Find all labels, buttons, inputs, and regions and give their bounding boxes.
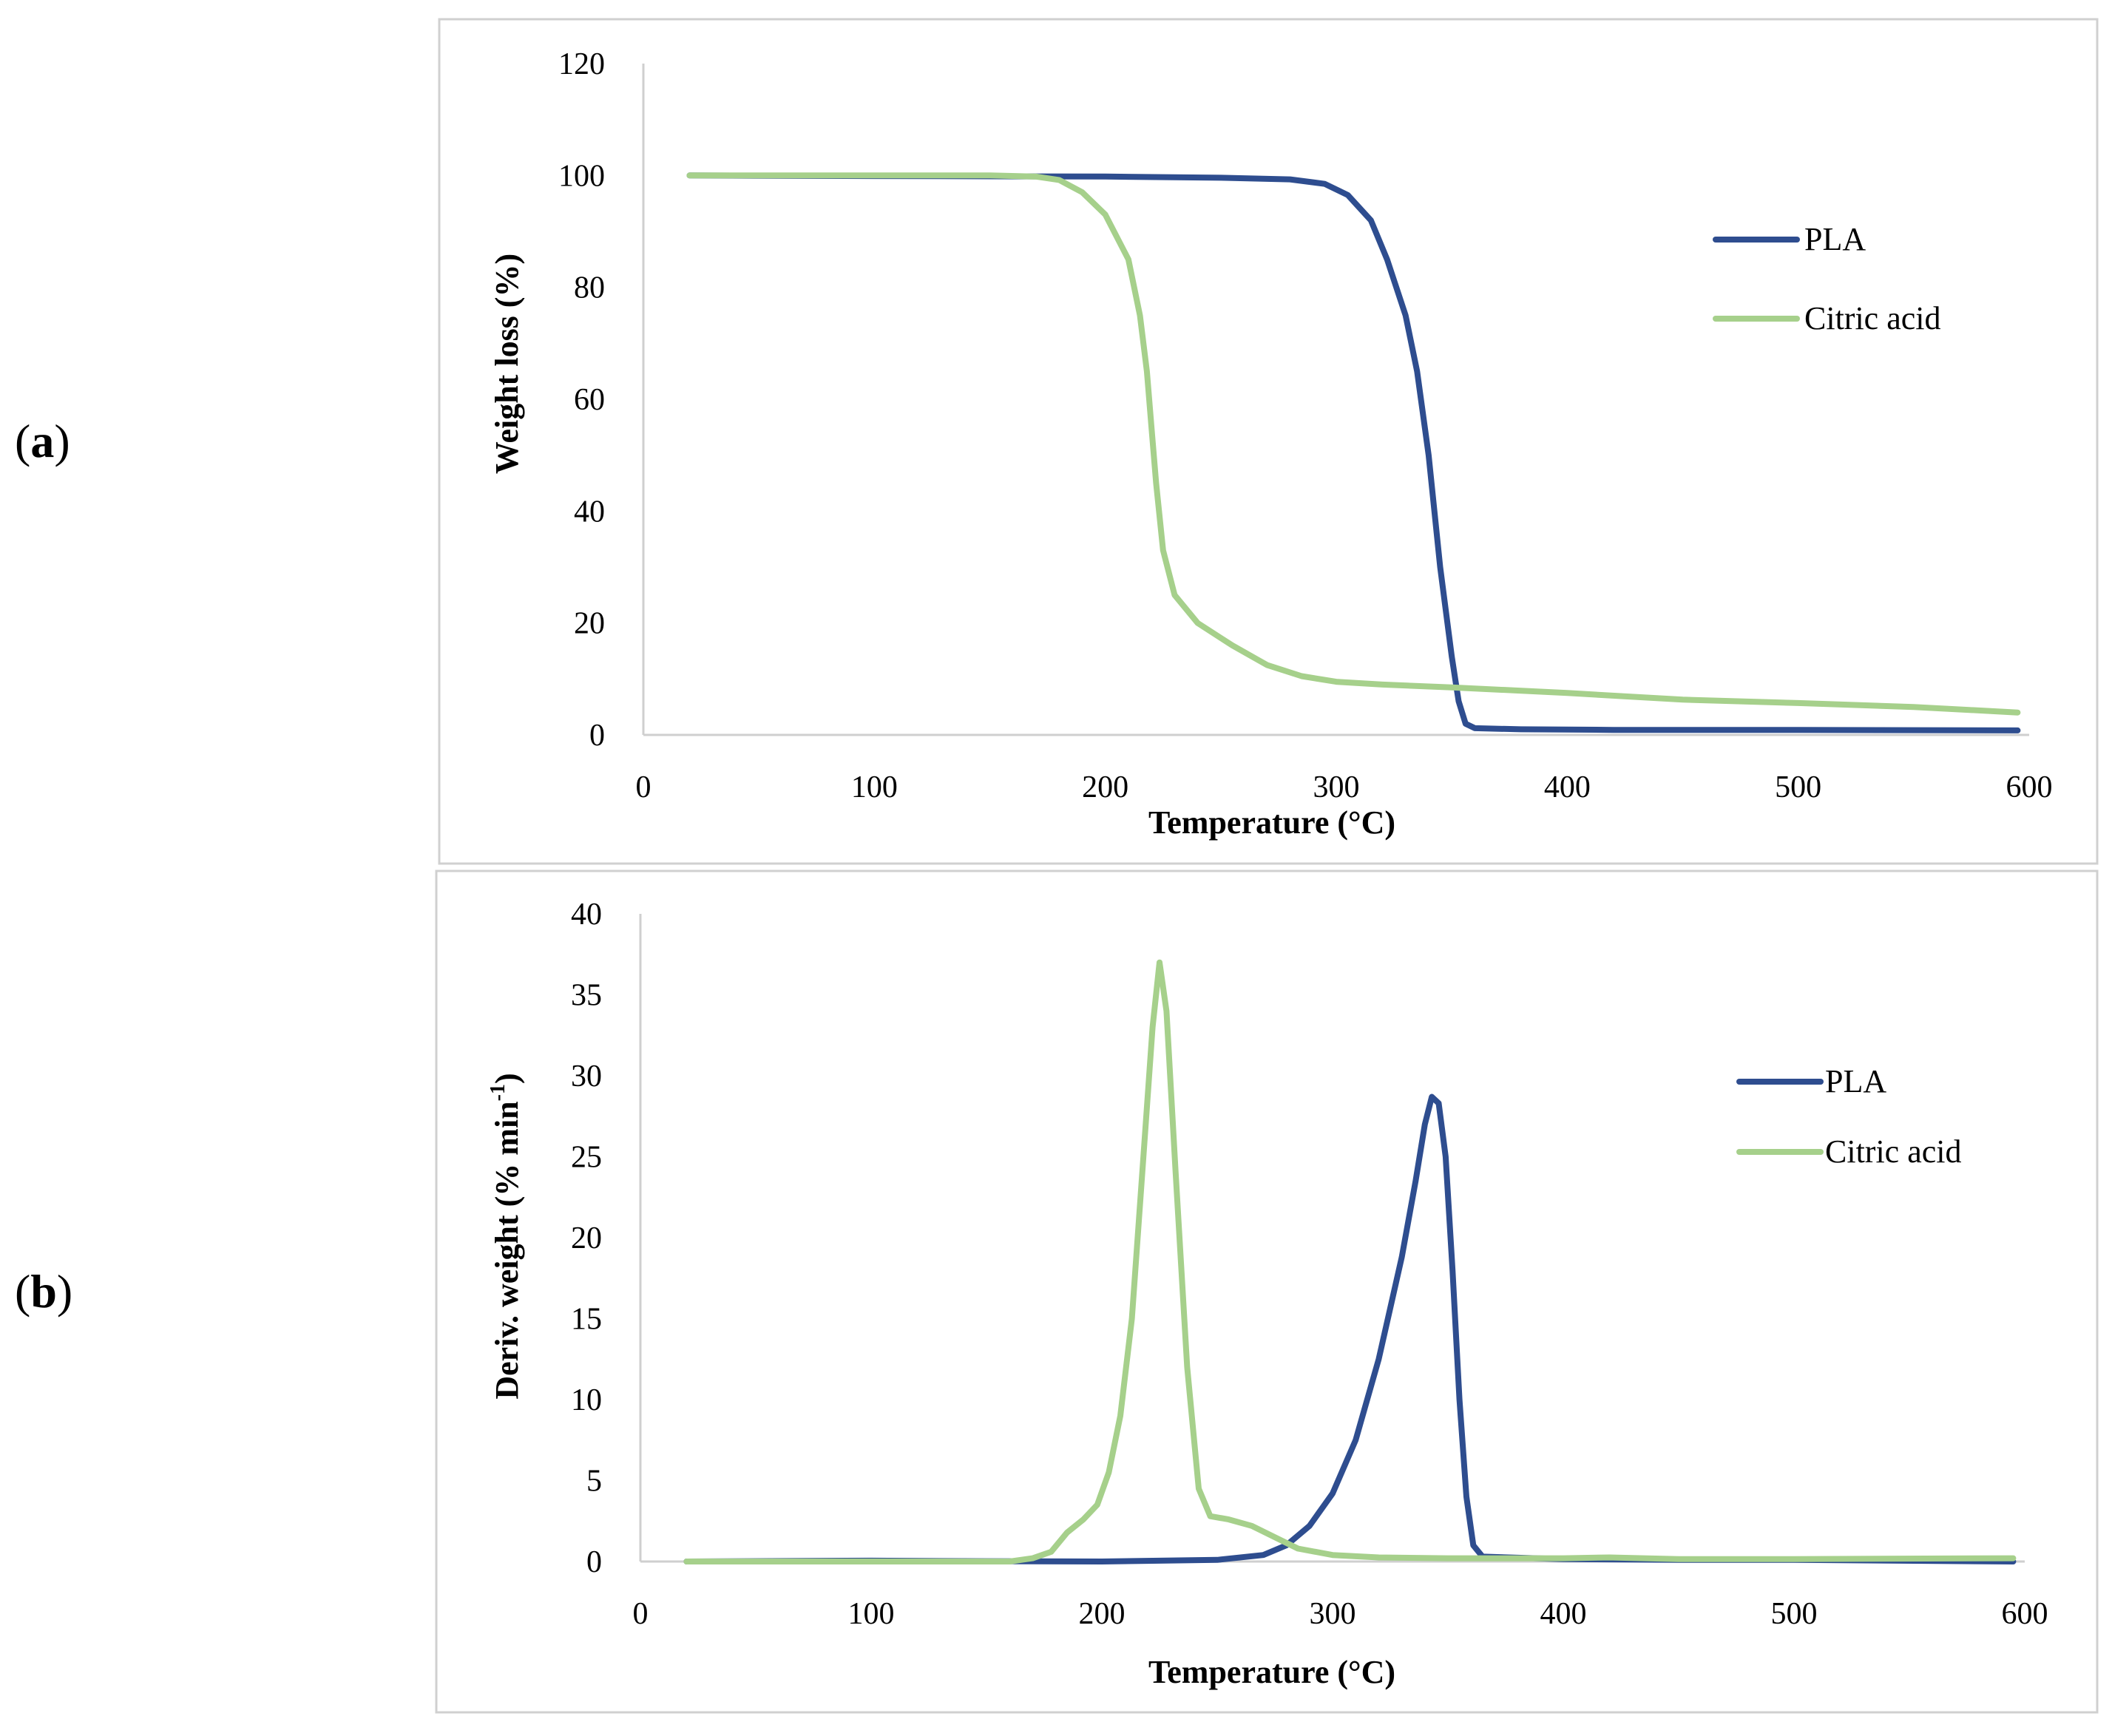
chart-b-y-axis-title-close: ) (489, 1073, 525, 1084)
chart-b-y-tick-label: 15 (571, 1303, 602, 1337)
chart-b-y-tick-label: 20 (571, 1221, 602, 1255)
chart-a-x-tick-label: 200 (1082, 770, 1128, 804)
label-b-open: ( (15, 1265, 31, 1318)
chart-b-y-tick-label: 35 (571, 979, 602, 1013)
chart-b-y-tick-label: 0 (586, 1545, 602, 1579)
chart-a-y-tick-label: 40 (574, 495, 605, 529)
chart-a-axes (642, 64, 2029, 736)
chart-b-x-tick-label: 400 (1540, 1597, 1587, 1631)
chart-a-series (686, 172, 2021, 733)
chart-a-x-tick-label: 100 (851, 770, 898, 804)
panel-label-a: (a) (15, 414, 70, 469)
chart-b-legend-label-pla: PLA (1825, 1063, 1886, 1099)
chart-a-y-tick-label: 120 (558, 47, 605, 81)
chart-b-x-tick-label: 300 (1310, 1597, 1356, 1631)
chart-a-legend: PLA Citric acid (1713, 221, 1941, 336)
chart-b-y-tick-label: 30 (571, 1059, 602, 1094)
chart-a-y-tick-label: 100 (558, 159, 605, 193)
label-a-open: ( (15, 415, 31, 467)
chart-a-ticks: 0 100 200 300 400 500 600 0 20 40 60 80 100 120 (558, 47, 2053, 804)
chart-b-x-tick-label: 100 (848, 1597, 895, 1631)
chart-a-x-tick-label: 600 (2006, 770, 2053, 804)
chart-a-series-citric-acid-line (686, 172, 2021, 716)
chart-a-x-tick-label: 0 (636, 770, 651, 804)
chart-a-y-tick-label: 60 (574, 383, 605, 417)
chart-b-x-tick-label: 200 (1079, 1597, 1126, 1631)
chart-a-y-tick-label: 20 (574, 607, 605, 641)
chart-b-x-tick-label: 0 (633, 1597, 649, 1631)
label-a-close: ) (54, 415, 70, 467)
chart-a-series-pla-line (686, 172, 2021, 733)
chart-a-y-tick-label: 80 (574, 271, 605, 305)
chart-a-y-tick-label: 0 (589, 719, 605, 753)
panel-label-b: (b) (15, 1264, 72, 1319)
chart-b-y-axis-title-main: Deriv. weight (% min (489, 1101, 525, 1399)
chart-a-x-tick-label: 300 (1313, 770, 1360, 804)
chart-b-x-tick-label: 600 (2002, 1597, 2048, 1631)
label-a-letter: a (30, 415, 55, 467)
chart-b-y-tick-label: 10 (571, 1383, 602, 1417)
chart-b-y-tick-label: 25 (571, 1141, 602, 1175)
chart-b-y-axis-title: Deriv. weight (% min-1) (487, 1073, 525, 1399)
chart-b-series-citric-acid-line (683, 959, 2017, 1564)
chart-b-series-pla-line (683, 1094, 2017, 1564)
chart-b-legend-label-citric-acid: Citric acid (1825, 1133, 1962, 1170)
chart-b-x-tick-label: 500 (1771, 1597, 1818, 1631)
label-b-letter: b (30, 1265, 57, 1318)
chart-b-axes (639, 914, 2025, 1563)
chart-b-series (683, 959, 2017, 1564)
chart-b-y-tick-label: 40 (571, 898, 602, 932)
chart-b-frame (435, 869, 2099, 1714)
label-b-close: ) (56, 1265, 73, 1318)
chart-a-x-tick-label: 400 (1544, 770, 1591, 804)
chart-a-legend-label-citric-acid: Citric acid (1804, 300, 1941, 336)
chart-a-y-axis-title: Weight loss (%) (489, 254, 525, 474)
chart-a-x-tick-label: 500 (1775, 770, 1821, 804)
chart-a-x-axis-title: Temperature (°C) (1148, 804, 1395, 841)
chart-b-legend: PLA Citric acid (1736, 1063, 1962, 1170)
chart-a-legend-label-pla: PLA (1804, 221, 1866, 257)
chart-b-x-axis-title: Temperature (°C) (1148, 1654, 1395, 1690)
chart-a-frame (438, 18, 2099, 865)
chart-b-y-tick-label: 5 (586, 1465, 602, 1499)
chart-b-ticks: 0 100 200 300 400 500 600 0 5 10 15 20 25 30 35 40 (571, 898, 2048, 1631)
chart-b-y-axis-title-sup: -1 (487, 1084, 510, 1101)
